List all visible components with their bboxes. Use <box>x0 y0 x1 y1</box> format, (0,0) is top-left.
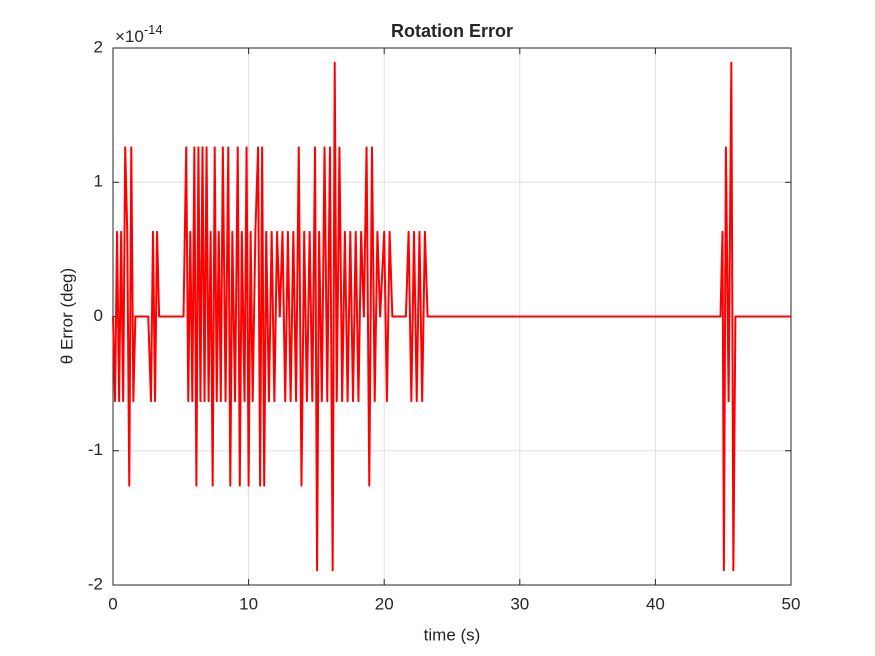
x-tick-label: 0 <box>108 594 117 613</box>
y-exponent-base: ×10 <box>115 27 144 46</box>
data-line <box>112 61 791 572</box>
y-tick-label: 2 <box>94 37 103 56</box>
y-tick-label: -1 <box>88 440 103 459</box>
x-tick-label: 50 <box>782 594 801 613</box>
x-tick-label: 20 <box>375 594 394 613</box>
y-exponent-power: -14 <box>144 22 163 37</box>
chart-title: Rotation Error <box>391 21 513 41</box>
x-tick-label: 40 <box>646 594 665 613</box>
y-axis-label: θ Error (deg) <box>57 268 76 364</box>
y-tick-label: 0 <box>94 306 103 325</box>
x-tick-label: 10 <box>239 594 258 613</box>
y-tick-label: 1 <box>94 172 103 191</box>
x-tick-label: 30 <box>510 594 529 613</box>
y-exponent: ×10-14 <box>115 22 163 46</box>
x-axis-label: time (s) <box>424 625 481 644</box>
y-tick-label: -2 <box>88 574 103 593</box>
